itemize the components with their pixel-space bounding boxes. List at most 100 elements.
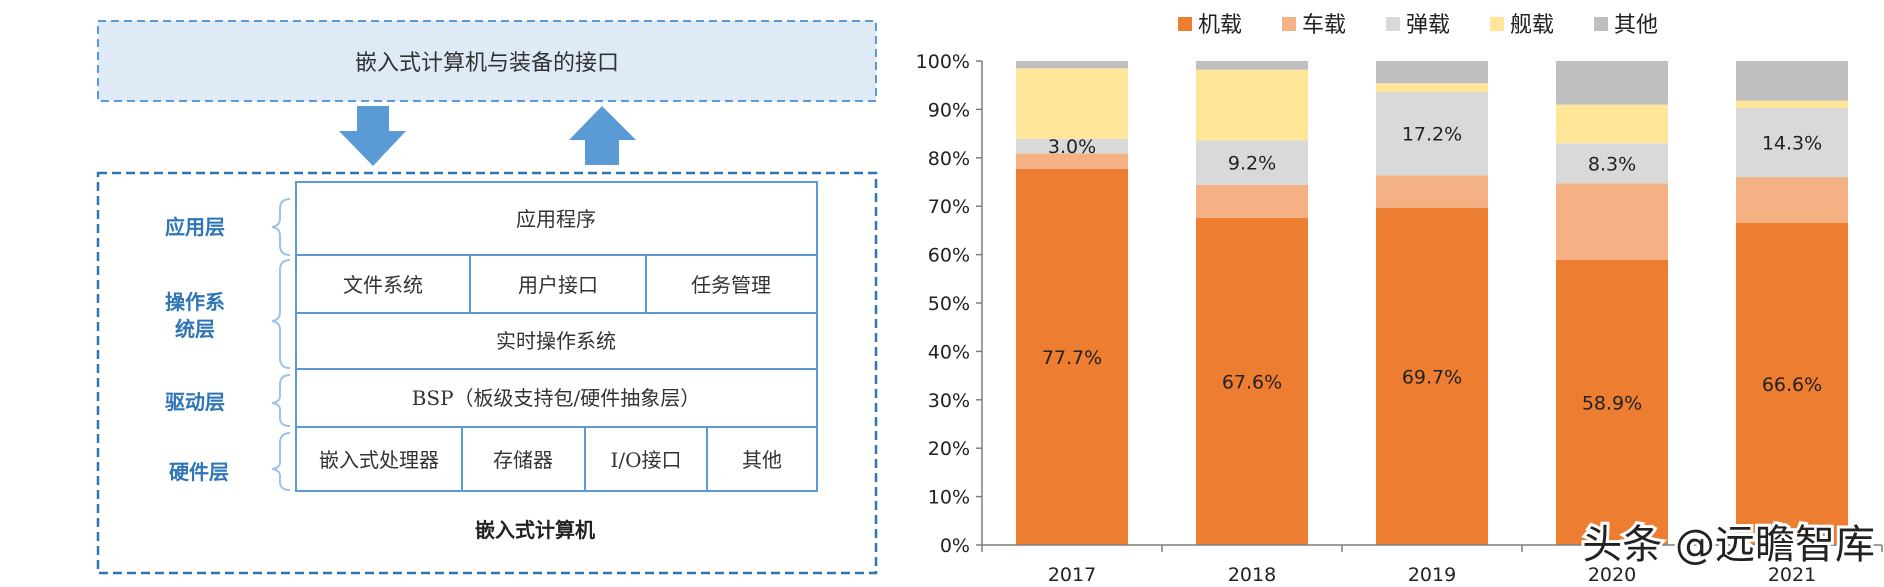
y-tick-label: 20% bbox=[928, 438, 970, 460]
cell-rtos: 实时操作系统 bbox=[496, 329, 616, 353]
y-tick-label: 0% bbox=[940, 535, 970, 557]
cell-memory: 存储器 bbox=[493, 448, 553, 472]
up-arrow-icon bbox=[569, 106, 636, 165]
legend-label: 车载 bbox=[1302, 13, 1346, 38]
cell-user-interface: 用户接口 bbox=[518, 273, 598, 297]
x-tick-label: 2020 bbox=[1588, 564, 1636, 586]
data-label: 66.6% bbox=[1762, 374, 1822, 396]
legend-label: 弹载 bbox=[1406, 13, 1450, 38]
data-label: 8.3% bbox=[1588, 153, 1636, 175]
y-tick-label: 50% bbox=[928, 293, 970, 315]
data-labels-group: 77.7% 67.6% 69.7% 58.9% 66.6% 3.0% 9.2% 17.2% 8.… bbox=[1042, 124, 1822, 415]
legend-swatch bbox=[1594, 17, 1608, 31]
bar-segment bbox=[1196, 69, 1308, 141]
x-tick-label: 2018 bbox=[1228, 564, 1276, 586]
bar-segment bbox=[1016, 168, 1128, 545]
bars-group bbox=[1016, 61, 1848, 546]
data-label: 9.2% bbox=[1228, 153, 1276, 175]
cell-app-program-box bbox=[295, 181, 818, 256]
cell-memory-box bbox=[461, 426, 586, 492]
data-label: 14.3% bbox=[1762, 133, 1822, 155]
chart-legend: 机载 车载 弹载 舰载 其他 bbox=[1178, 13, 1658, 38]
bar-segment bbox=[1736, 61, 1848, 101]
legend-label: 机载 bbox=[1198, 13, 1242, 38]
layer-braces bbox=[271, 198, 291, 491]
legend-swatch bbox=[1386, 17, 1400, 31]
bar-segment bbox=[1016, 68, 1128, 139]
bar-segment bbox=[1376, 61, 1488, 84]
bar-segment bbox=[1196, 217, 1308, 546]
cell-file-system: 文件系统 bbox=[343, 273, 423, 297]
cell-bsp: BSP（板级支持包/硬件抽象层） bbox=[412, 386, 701, 410]
legend-label: 舰载 bbox=[1510, 13, 1554, 38]
bar-segment bbox=[1016, 153, 1128, 169]
cell-task-management-box bbox=[645, 254, 818, 314]
y-tick-label: 60% bbox=[928, 245, 970, 267]
legend-swatch bbox=[1282, 17, 1296, 31]
brace-hardware bbox=[271, 432, 291, 491]
layer-label-hardware: 硬件层 bbox=[169, 460, 229, 484]
data-label: 3.0% bbox=[1048, 136, 1096, 158]
interface-title: 嵌入式计算机与装备的接口 bbox=[355, 51, 619, 76]
legend-swatch bbox=[1178, 17, 1192, 31]
layer-label-os-line1: 操作系 bbox=[165, 290, 225, 314]
y-tick-label: 30% bbox=[928, 390, 970, 412]
x-tick-label: 2019 bbox=[1408, 564, 1456, 586]
layer-label-application: 应用层 bbox=[165, 215, 225, 239]
bar-segment bbox=[1556, 183, 1668, 260]
bar-segment bbox=[1196, 61, 1308, 70]
cell-io-interface: I/O接口 bbox=[610, 448, 681, 472]
data-label: 69.7% bbox=[1402, 366, 1462, 388]
cell-other: 其他 bbox=[742, 448, 782, 472]
y-axis: 0% 10% 20% 30% 40% 50% 60% 70% 80% 90% 100% bbox=[916, 51, 983, 557]
cell-user-interface-box bbox=[469, 254, 647, 314]
data-label: 77.7% bbox=[1042, 347, 1102, 369]
bar-segment bbox=[1736, 100, 1848, 108]
embedded-system-box bbox=[96, 171, 878, 575]
data-label: 67.6% bbox=[1222, 371, 1282, 393]
y-tick-label: 90% bbox=[928, 99, 970, 121]
brace-os bbox=[271, 259, 291, 369]
data-label: 17.2% bbox=[1402, 124, 1462, 146]
y-tick-label: 40% bbox=[928, 341, 970, 363]
data-label: 58.9% bbox=[1582, 392, 1642, 414]
layer-label-driver: 驱动层 bbox=[165, 390, 225, 414]
stacked-bar-chart: 机载 车载 弹载 舰载 其他 0% 10% 20% 30% 40% 50% 60% 70% 80% 90%… bbox=[916, 13, 1883, 586]
y-tick-label: 10% bbox=[928, 487, 970, 509]
bar-segment bbox=[1196, 140, 1308, 185]
cell-embedded-processor: 嵌入式处理器 bbox=[319, 448, 439, 472]
x-axis: 2017 2018 2019 2020 2021 bbox=[981, 544, 1883, 586]
down-arrow-icon bbox=[339, 106, 406, 166]
brace-application bbox=[271, 198, 291, 256]
x-tick-label: 2021 bbox=[1768, 564, 1816, 586]
y-tick-label: 80% bbox=[928, 148, 970, 170]
cell-task-management: 任务管理 bbox=[691, 273, 771, 297]
cell-processor-box bbox=[295, 426, 463, 492]
bar-segment bbox=[1376, 175, 1488, 208]
bar-segment bbox=[1016, 61, 1128, 69]
bar-segment bbox=[1556, 143, 1668, 184]
y-tick-label: 70% bbox=[928, 196, 970, 218]
bar-segment bbox=[1376, 207, 1488, 546]
legend-swatch bbox=[1490, 17, 1504, 31]
bar-segment bbox=[1556, 259, 1668, 545]
bar-segment bbox=[1736, 177, 1848, 223]
bar-segment bbox=[1556, 61, 1668, 105]
cell-bsp-box bbox=[295, 368, 818, 428]
layer-label-os-line2: 统层 bbox=[175, 317, 215, 341]
brace-driver bbox=[271, 374, 291, 427]
interface-box bbox=[97, 20, 877, 102]
legend-label: 其他 bbox=[1614, 13, 1658, 38]
y-tick-label: 100% bbox=[916, 51, 970, 73]
bar-segment bbox=[1376, 83, 1488, 92]
embedded-architecture-diagram: 嵌入式计算机与装备的接口 应用层 操作系 统层 驱动层 硬件层 应用程序 文件系… bbox=[96, 20, 878, 575]
bar-segment bbox=[1736, 222, 1848, 545]
x-tick-label: 2017 bbox=[1048, 564, 1096, 586]
bar-segment bbox=[1376, 91, 1488, 176]
system-caption: 嵌入式计算机 bbox=[475, 518, 595, 542]
cell-app-program: 应用程序 bbox=[516, 207, 596, 231]
watermark: 头条 @远瞻智库 bbox=[1582, 522, 1875, 568]
bar-segment bbox=[1736, 107, 1848, 178]
bar-segment bbox=[1556, 104, 1668, 144]
bar-segment bbox=[1016, 138, 1128, 154]
